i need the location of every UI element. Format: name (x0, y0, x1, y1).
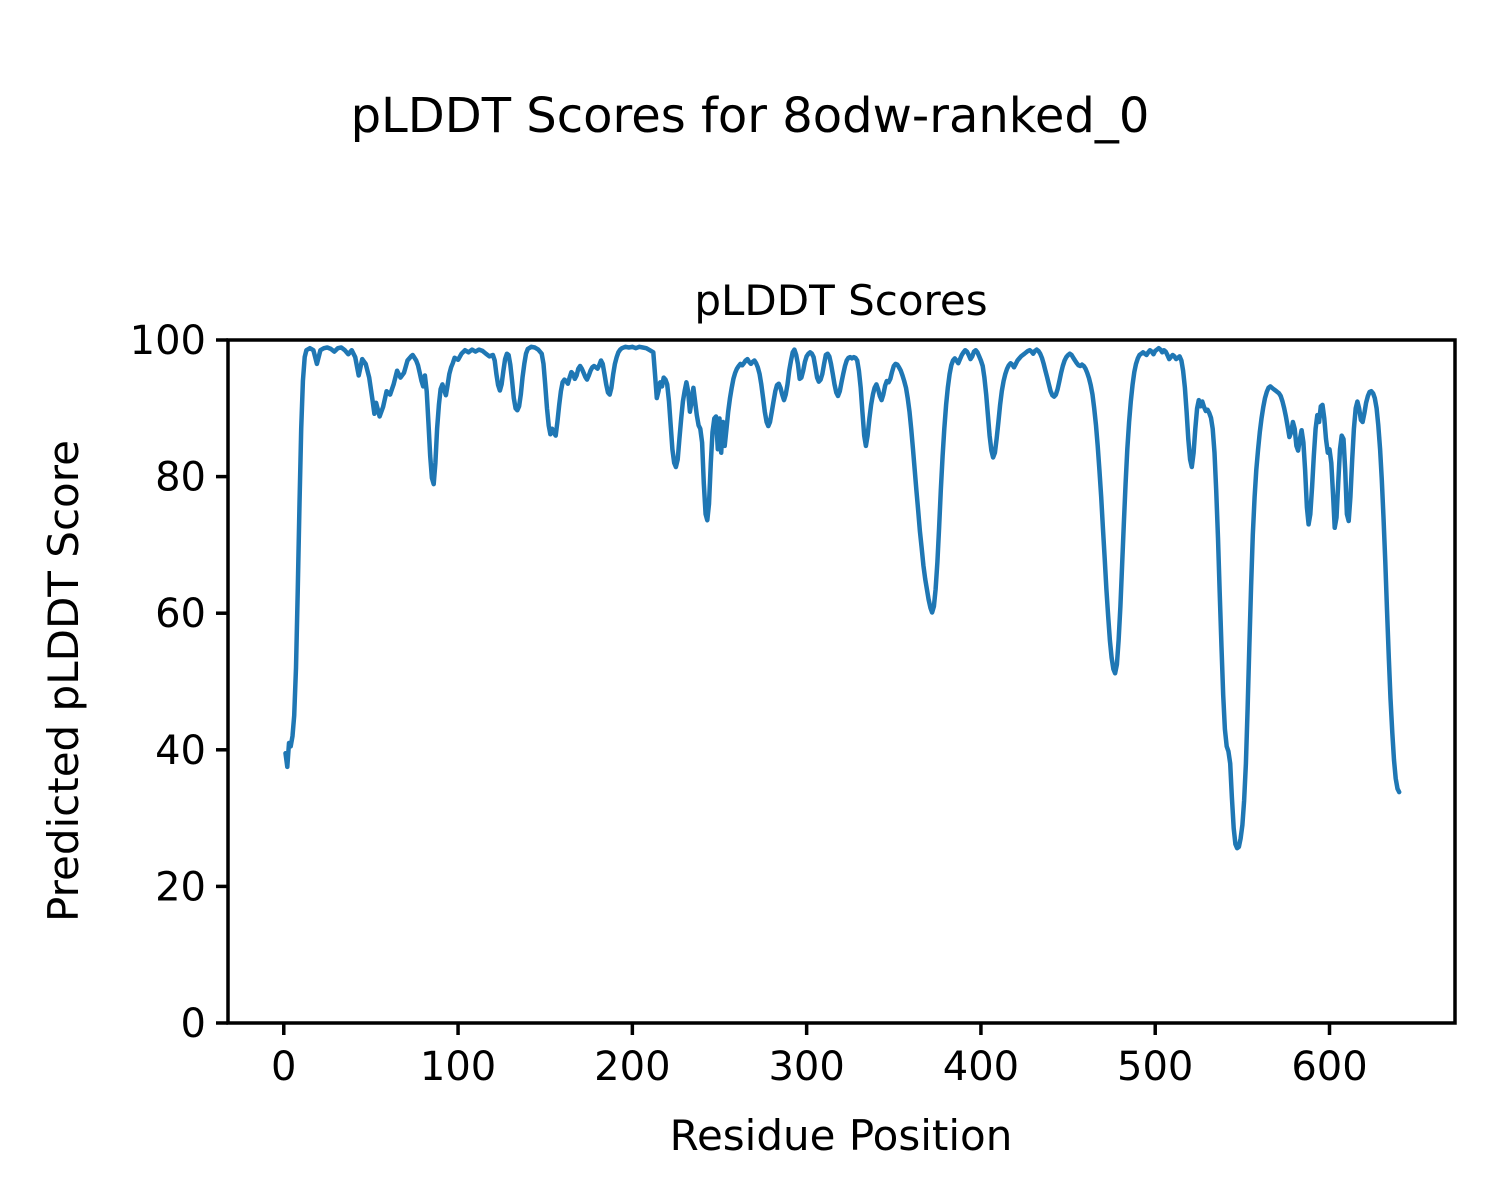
y-tick-label: 60 (155, 591, 206, 637)
x-tick-label: 600 (1291, 1044, 1367, 1090)
x-tick-label: 300 (768, 1044, 844, 1090)
y-tick-label: 20 (155, 864, 206, 910)
x-tick-label: 0 (271, 1044, 296, 1090)
tick-labels: 0 100 200 300 400 500 600 0 20 40 60 80 100 (130, 318, 1368, 1090)
figure-title: pLDDT Scores for 8odw-ranked_0 (351, 88, 1150, 144)
x-tick-label: 400 (943, 1044, 1019, 1090)
y-tick-label: 0 (181, 1001, 206, 1047)
x-axis-label: Residue Position (670, 1111, 1013, 1160)
axes-frame (226, 338, 1457, 1025)
y-tick-label: 100 (130, 318, 206, 364)
plddt-series-line (283, 344, 1402, 851)
y-axis-label: Predicted pLDDT Score (39, 440, 88, 922)
y-tick-label: 40 (155, 728, 206, 774)
x-tick-label: 200 (594, 1044, 670, 1090)
x-tick-label: 500 (1117, 1044, 1193, 1090)
tick-marks (216, 338, 1332, 1035)
axes-title: pLDDT Scores (694, 276, 987, 325)
x-tick-label: 100 (420, 1044, 496, 1090)
y-tick-label: 80 (155, 455, 206, 501)
